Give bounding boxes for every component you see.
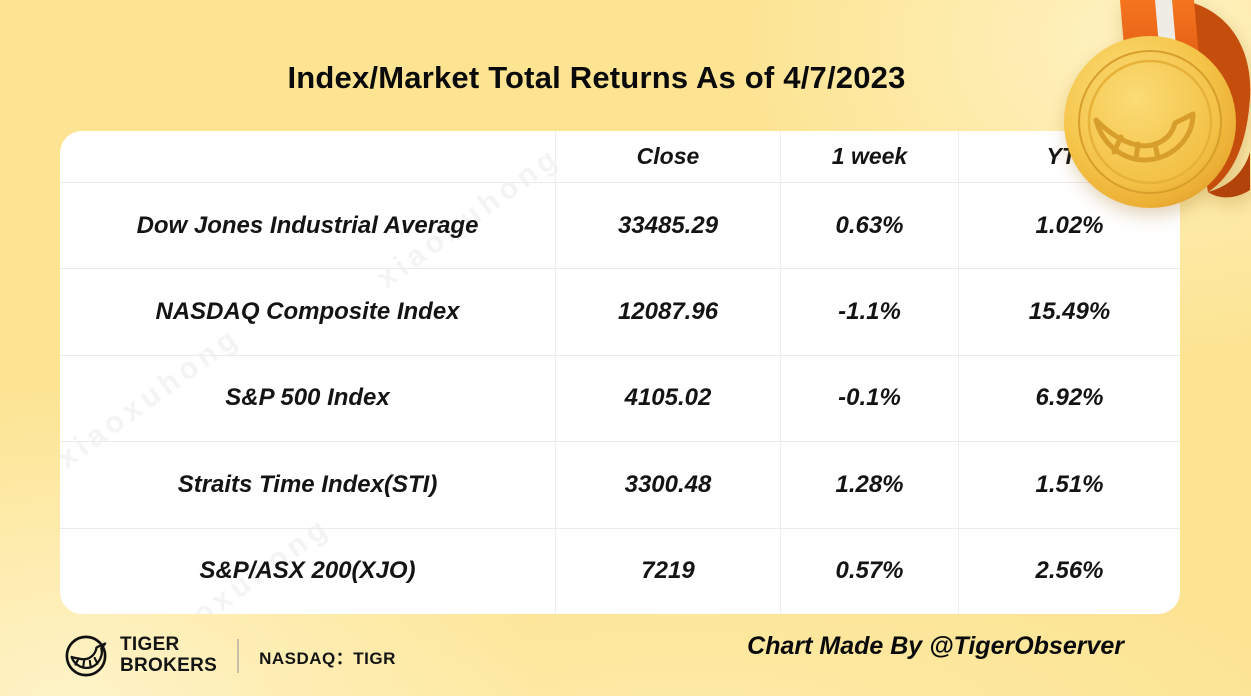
close-cell: 12087.96 [555, 268, 780, 355]
medal-inner-ring [1087, 59, 1213, 185]
close-cell: 33485.29 [555, 182, 780, 269]
brand-lockup: TIGER BROKERS NASDAQ：TIGR [64, 634, 396, 678]
credit-text: Chart Made By @TigerObserver [747, 632, 1124, 660]
index-name-cell: S&P 500 Index [60, 354, 555, 441]
close-cell: 3300.48 [555, 441, 780, 528]
week-change-cell: 1.28% [780, 441, 958, 528]
index-name-cell: Dow Jones Industrial Average [60, 182, 555, 268]
ytd-change-cell: 1.02% [958, 182, 1180, 269]
medal-emblem-tail [1093, 111, 1196, 163]
brand-name: TIGER BROKERS [120, 634, 218, 677]
column-header-1week: 1 week [780, 131, 958, 182]
medal-emblem-stripes [1111, 134, 1161, 162]
close-cell: 4105.02 [555, 354, 780, 442]
index-name-cell: NASDAQ Composite Index [60, 268, 555, 354]
brand-name-line2: BROKERS [120, 655, 218, 676]
gold-medal-icon [1064, 0, 1251, 208]
table-grid: Close 1 week YTD Dow Jones Industrial Av… [60, 131, 1180, 614]
page-title: Index/Market Total Returns As of 4/7/202… [287, 60, 906, 95]
column-header-blank [60, 131, 555, 182]
ytd-change-cell: 2.56% [958, 527, 1180, 614]
ribbon-fold-shadow [1208, 152, 1250, 198]
ytd-change-cell: 15.49% [958, 268, 1180, 355]
week-change-cell: -0.1% [780, 354, 958, 442]
close-cell: 7219 [555, 527, 780, 614]
week-change-cell: -1.1% [780, 268, 958, 355]
week-change-cell: 0.63% [780, 182, 958, 269]
ytd-change-cell: 6.92% [958, 354, 1180, 442]
brand-name-line1: TIGER [120, 634, 180, 656]
ytd-change-cell: 1.51% [958, 441, 1180, 528]
index-name-cell: Straits Time Index(STI) [60, 441, 555, 527]
returns-table: xiaoxuhong xiaoxuhong xiaoxuhong Close 1… [60, 131, 1180, 614]
divider [237, 639, 240, 673]
ticker-label: NASDAQ：TIGR [259, 648, 396, 668]
medal-rim [1078, 50, 1222, 194]
index-name-cell: S&P/ASX 200(XJO) [60, 527, 555, 614]
tiger-tail-icon [65, 635, 107, 677]
week-change-cell: 0.57% [780, 527, 958, 614]
column-header-close: Close [555, 131, 780, 182]
